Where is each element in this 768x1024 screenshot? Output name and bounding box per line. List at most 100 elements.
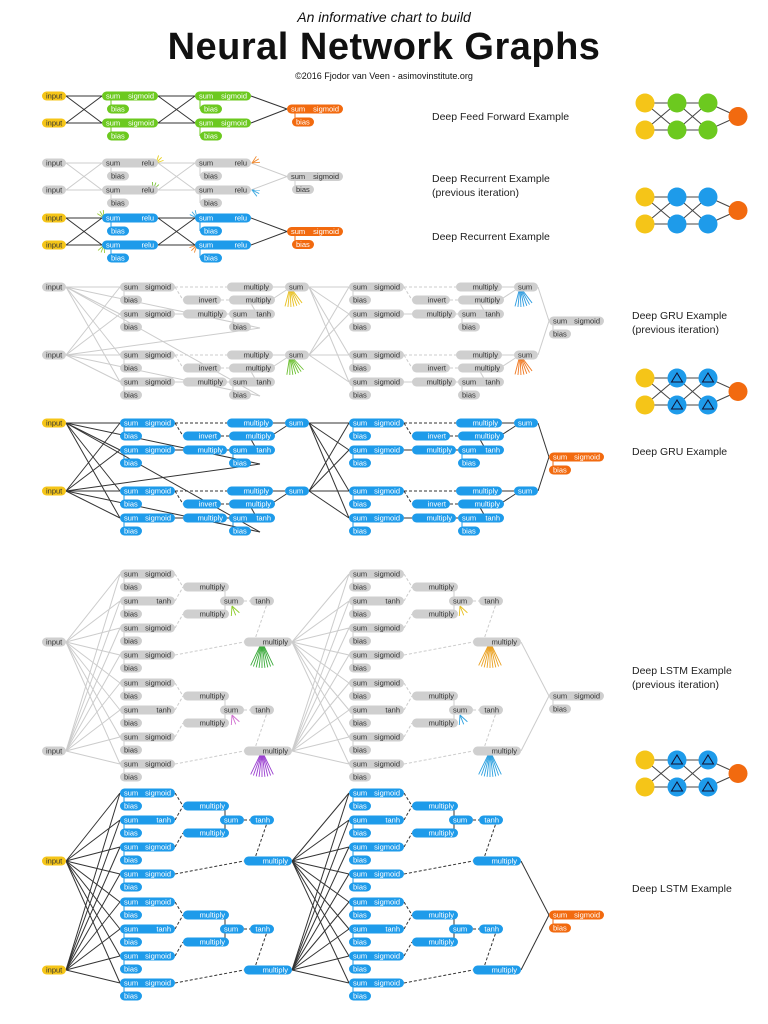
- gru-icon: [635, 368, 748, 415]
- bias-node: bias: [349, 322, 371, 332]
- svg-text:sum: sum: [353, 679, 367, 688]
- multiply-node: multiply: [183, 377, 227, 387]
- svg-text:tanh: tanh: [156, 597, 171, 606]
- svg-text:multiply: multiply: [263, 747, 289, 756]
- gate-node: sum tanh: [349, 924, 404, 934]
- svg-text:sigmoid: sigmoid: [145, 446, 171, 455]
- gate-node: sum sigmoid: [349, 418, 404, 428]
- svg-text:input: input: [46, 419, 63, 428]
- svg-text:sum: sum: [353, 925, 367, 934]
- svg-text:bias: bias: [462, 527, 476, 536]
- svg-text:bias: bias: [204, 227, 218, 236]
- output-node: sum sigmoid: [287, 104, 343, 114]
- svg-text:sum: sum: [353, 952, 367, 961]
- svg-text:multiply: multiply: [492, 857, 518, 866]
- svg-text:bias: bias: [124, 664, 138, 673]
- svg-text:sum: sum: [124, 706, 138, 715]
- bias-node: bias: [107, 226, 129, 236]
- svg-text:sum: sum: [353, 597, 367, 606]
- svg-text:bias: bias: [124, 992, 138, 1001]
- bias-node: bias: [107, 198, 129, 208]
- svg-text:sum: sum: [353, 514, 367, 523]
- svg-text:tanh: tanh: [156, 925, 171, 934]
- svg-text:sigmoid: sigmoid: [374, 843, 400, 852]
- bias-node: bias: [349, 991, 371, 1001]
- bias-node: bias: [549, 465, 571, 475]
- svg-text:bias: bias: [353, 719, 367, 728]
- svg-text:sum: sum: [124, 979, 138, 988]
- svg-text:bias: bias: [353, 610, 367, 619]
- dff-icon: [635, 93, 748, 140]
- svg-text:sum: sum: [353, 624, 367, 633]
- svg-text:bias: bias: [353, 432, 367, 441]
- svg-text:bias: bias: [553, 330, 567, 339]
- svg-text:multiply: multiply: [475, 364, 501, 373]
- chart-subtitle: An informative chart to build: [297, 9, 471, 25]
- gate-node: sum sigmoid: [349, 759, 404, 769]
- svg-text:multiply: multiply: [429, 911, 455, 920]
- svg-text:tanh: tanh: [385, 925, 400, 934]
- bias-node: bias: [120, 636, 142, 646]
- svg-text:bias: bias: [204, 105, 218, 114]
- input-node: input: [42, 282, 66, 292]
- svg-text:sigmoid: sigmoid: [374, 679, 400, 688]
- svg-text:sum: sum: [124, 624, 138, 633]
- bias-node: bias: [120, 363, 142, 373]
- gate-node: sum sigmoid: [120, 418, 175, 428]
- bias-node: bias: [349, 937, 371, 947]
- svg-text:sum: sum: [199, 119, 213, 128]
- svg-text:sum: sum: [353, 651, 367, 660]
- invert-node: invert: [183, 295, 221, 305]
- svg-text:sum: sum: [518, 487, 532, 496]
- svg-text:sum: sum: [553, 692, 567, 701]
- multiply-node: multiply: [456, 418, 502, 428]
- bias-node: bias: [349, 772, 371, 782]
- svg-text:multiply: multiply: [200, 829, 226, 838]
- gate-node: sum sigmoid: [349, 842, 404, 852]
- sum-node: sum: [449, 815, 473, 825]
- svg-text:sum: sum: [106, 186, 120, 195]
- gate-node: sum tanh: [349, 815, 404, 825]
- svg-text:sigmoid: sigmoid: [145, 487, 171, 496]
- bias-node: bias: [120, 609, 142, 619]
- output-node: sum sigmoid: [549, 910, 604, 920]
- output-node: sum sigmoid: [549, 691, 604, 701]
- svg-text:input: input: [46, 159, 63, 168]
- tanh-node: sum tanh: [458, 377, 504, 387]
- svg-text:sum: sum: [353, 487, 367, 496]
- svg-text:bias: bias: [353, 500, 367, 509]
- svg-text:sum: sum: [124, 514, 138, 523]
- svg-text:bias: bias: [204, 254, 218, 263]
- multiply-node: multiply: [227, 418, 273, 428]
- multiply-node: multiply: [183, 609, 229, 619]
- svg-text:bias: bias: [353, 664, 367, 673]
- svg-text:bias: bias: [353, 459, 367, 468]
- svg-text:sum: sum: [106, 119, 120, 128]
- svg-text:sum: sum: [289, 487, 303, 496]
- svg-text:multiply: multiply: [473, 351, 499, 360]
- svg-text:sum: sum: [291, 105, 305, 114]
- bias-node: bias: [349, 609, 371, 619]
- svg-text:sigmoid: sigmoid: [574, 453, 600, 462]
- gate-node: sum sigmoid: [120, 759, 175, 769]
- svg-text:invert: invert: [199, 432, 218, 441]
- svg-text:multiply: multiply: [492, 638, 518, 647]
- multiply-node: multiply: [227, 350, 273, 360]
- svg-text:sum: sum: [124, 952, 138, 961]
- multiply-node: multiply: [456, 350, 502, 360]
- svg-text:bias: bias: [353, 692, 367, 701]
- svg-text:tanh: tanh: [484, 597, 499, 606]
- svg-text:sigmoid: sigmoid: [145, 952, 171, 961]
- svg-text:bias: bias: [124, 583, 138, 592]
- svg-text:tanh: tanh: [484, 706, 499, 715]
- svg-text:sum: sum: [453, 706, 467, 715]
- gate-node: sum sigmoid: [120, 897, 175, 907]
- svg-text:relu: relu: [141, 186, 154, 195]
- svg-text:input: input: [46, 487, 63, 496]
- bias-node: bias: [349, 691, 371, 701]
- svg-text:sum: sum: [462, 378, 476, 387]
- svg-text:sum: sum: [199, 214, 213, 223]
- svg-text:sigmoid: sigmoid: [374, 952, 400, 961]
- svg-text:input: input: [46, 351, 63, 360]
- bias-node: bias: [107, 104, 129, 114]
